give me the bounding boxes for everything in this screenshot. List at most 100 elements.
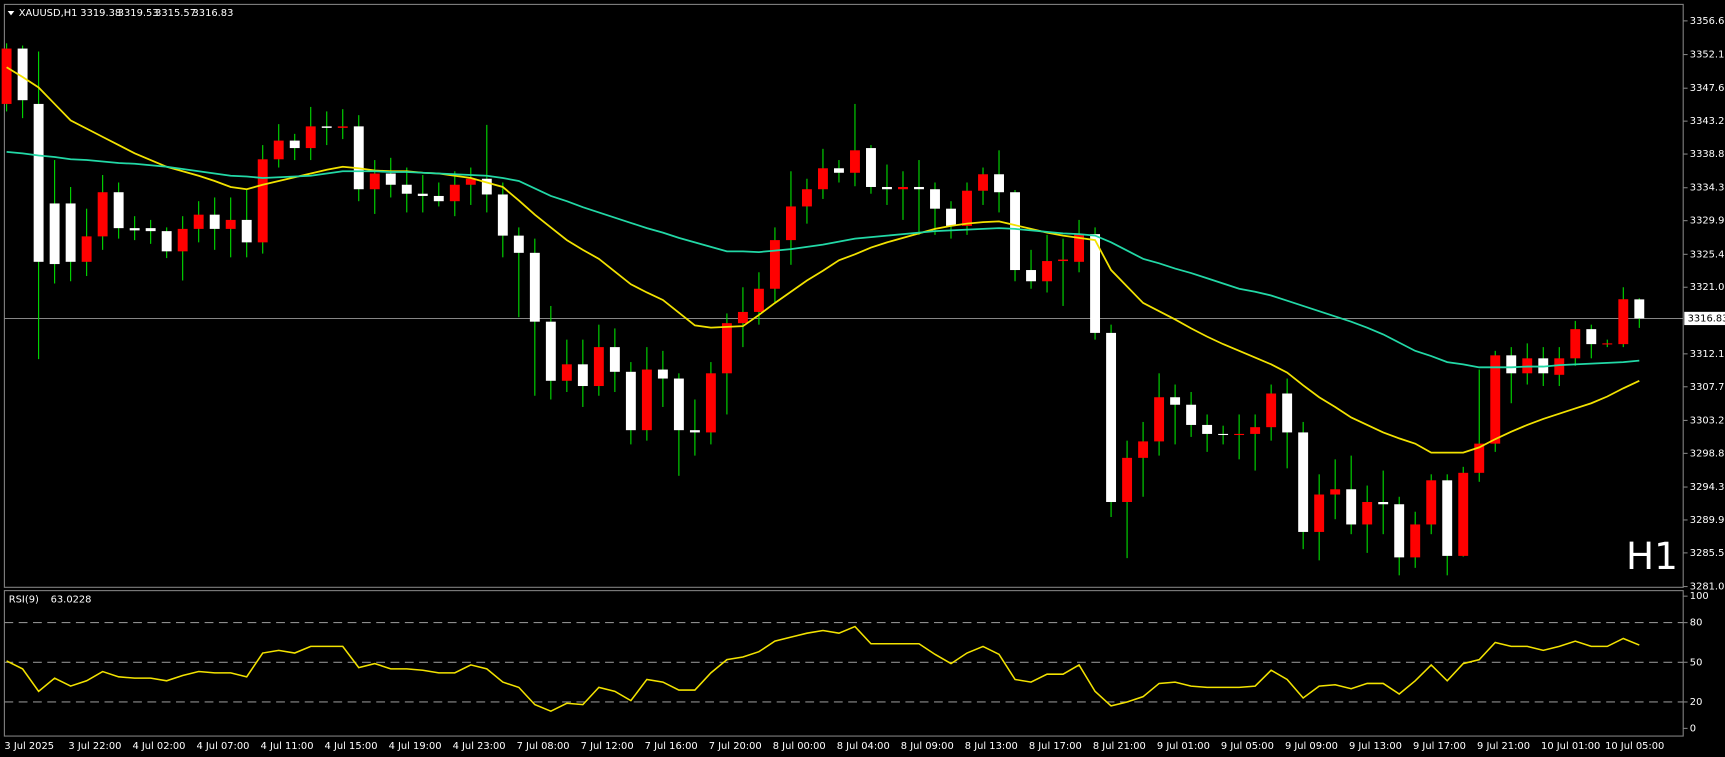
candle-body [449,184,460,202]
y-tick-label: 3281.00 [1690,582,1725,593]
candle-body [1634,299,1645,319]
candle-body [1458,472,1469,556]
candle-body [593,347,604,387]
candle-body [513,235,524,253]
candle-body [1074,234,1085,262]
y-tick-label: 3289.90 [1690,515,1725,526]
x-tick-label: 10 Jul 05:00 [1605,741,1664,752]
candle-body [1154,397,1165,442]
candle-body [1170,397,1181,405]
candle-body [1362,502,1373,525]
y-tick-label: 3356.60 [1690,16,1725,27]
candle-body [657,369,668,379]
candle-body [33,103,44,262]
candle-body [17,48,28,101]
y-tick-label: 3307.70 [1690,382,1725,393]
candle-body [994,174,1004,193]
y-tick-label: 3325.40 [1690,249,1725,260]
price-label: 3316.83 [1688,313,1725,324]
candle-body [545,321,556,381]
candle-body [1,48,12,104]
candle-body [1442,480,1453,556]
y-tick-label: 3321.00 [1690,282,1725,293]
candle-body [97,192,108,237]
y-tick-label: 3343.20 [1690,116,1725,127]
candle-body [177,228,188,252]
candle-body [337,126,348,128]
candle-body [1554,358,1565,375]
y-tick-label: 3303.20 [1690,415,1725,426]
candle-body [225,219,236,229]
candle-body [209,214,220,229]
candle-body [673,378,684,431]
candle-body [1426,480,1437,525]
x-tick-label: 8 Jul 17:00 [1029,741,1082,752]
candle-body [321,126,332,128]
candle-body [1602,343,1613,345]
rsi-frame [3,590,1684,737]
candle-body [1282,393,1293,433]
candle-body [609,347,620,372]
candle-body [369,173,380,190]
y-tick-label: 3338.80 [1690,149,1725,160]
candle-body [817,168,828,190]
candle-body [1042,261,1052,282]
candle-body [129,228,140,231]
x-tick-label: 3 Jul 2025 [4,741,54,752]
candle-body [1378,502,1389,505]
candle-body [914,186,924,190]
candle-body [850,150,860,173]
x-tick-label: 9 Jul 01:00 [1157,741,1210,752]
candle-body [1266,393,1277,428]
x-tick-label: 7 Jul 08:00 [517,741,570,752]
candle-body [1218,433,1229,436]
candle-body [561,364,572,381]
candle-body [1010,192,1020,271]
candle-body [737,311,748,324]
candle-body [1570,329,1581,359]
candle-body [161,231,172,252]
candle-body [946,208,956,226]
x-tick-label: 4 Jul 19:00 [389,741,442,752]
x-tick-label: 4 Jul 07:00 [196,741,249,752]
candle-body [1234,433,1245,436]
candle-body [753,288,764,312]
x-tick-label: 7 Jul 16:00 [645,741,698,752]
candle-body [978,174,988,191]
y-tick-label: 3298.80 [1690,448,1725,459]
y-tick-label: 20 [1690,697,1703,708]
header-open: 3319.38 [80,8,121,19]
y-tick-label: 3329.90 [1690,216,1725,227]
x-tick-label: 7 Jul 20:00 [709,741,762,752]
x-tick-label: 9 Jul 09:00 [1285,741,1338,752]
candle-body [1474,443,1485,473]
x-tick-label: 8 Jul 09:00 [901,741,954,752]
candle-body [1090,234,1101,333]
candle-body [1298,432,1309,532]
candle-body [1346,489,1357,525]
candle-body [305,126,316,149]
candle-body [1394,504,1405,558]
x-tick-label: 9 Jul 13:00 [1349,741,1402,752]
y-tick-label: 3294.30 [1690,482,1725,493]
candle-body [898,186,908,190]
y-tick-label: 0 [1690,723,1696,734]
candle-body [641,369,652,431]
header-high: 3319.53 [118,8,159,19]
y-tick-label: 100 [1690,591,1709,602]
price-label-box [1684,311,1725,326]
x-tick-label: 8 Jul 13:00 [965,741,1018,752]
candle-body [417,193,428,196]
candle-body [385,173,396,185]
candle-body [1202,424,1213,434]
candle-body [289,140,300,149]
rsi-value: 63.0228 [51,594,92,605]
y-tick-label: 3312.10 [1690,349,1725,360]
y-tick-label: 3285.50 [1690,548,1725,559]
candle-body [769,240,780,289]
candle-body [689,430,700,433]
x-tick-label: 8 Jul 00:00 [773,741,826,752]
header-low: 3315.57 [155,8,196,19]
candle-body [882,186,892,190]
